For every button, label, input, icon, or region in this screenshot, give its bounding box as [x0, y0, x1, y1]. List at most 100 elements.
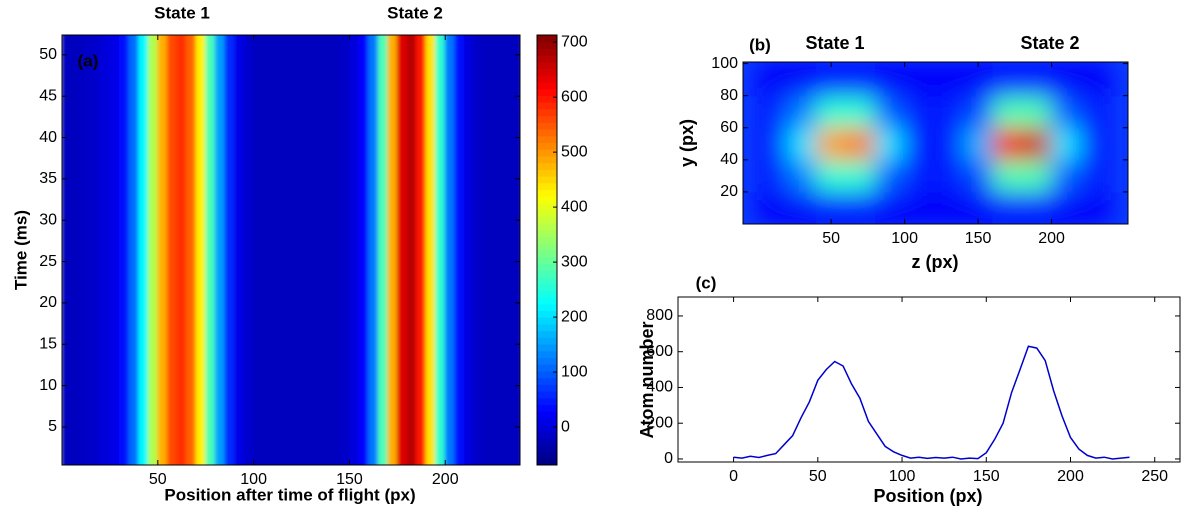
colorbar-swatch [537, 95, 557, 103]
panel-label: (a) [78, 51, 99, 70]
image-cell [933, 191, 964, 224]
colorbar-swatch [537, 108, 557, 117]
heatmap-column [473, 35, 485, 465]
heatmap-cells [62, 35, 520, 465]
y-tick-label: 10 [39, 377, 57, 394]
x-tick-label: 150 [973, 468, 1000, 485]
y-tick-label: 80 [720, 87, 738, 104]
heatmap-column [243, 35, 255, 465]
colorbar-swatch [537, 451, 557, 459]
heatmap-column [511, 35, 520, 465]
y-tick-label: 45 [39, 87, 57, 104]
image-cell [874, 159, 906, 193]
image-cell [757, 159, 788, 193]
heatmap-column [224, 35, 235, 465]
heatmap-column [320, 35, 331, 465]
colorbar-swatch [537, 330, 557, 338]
colorbar-swatch [537, 391, 557, 399]
image-cell [962, 159, 994, 193]
colorbar-frame [536, 34, 558, 466]
colorbar-swatch [537, 317, 557, 325]
state-label: State 1 [805, 33, 864, 53]
panel-label: (c) [696, 273, 717, 292]
colorbar-swatch [537, 209, 557, 217]
image-cell [992, 95, 1023, 129]
colorbar-tick-label: 0 [561, 418, 570, 435]
image-cell [1021, 127, 1053, 161]
image-cell [1021, 95, 1053, 129]
image-cell [1080, 63, 1111, 97]
y-tick-label: 30 [39, 211, 57, 228]
colorbar-swatch [537, 438, 557, 446]
y-tick-label: 20 [39, 294, 57, 311]
heatmap-column [176, 35, 188, 465]
image-cell [962, 63, 994, 97]
colorbar-swatch [537, 303, 557, 311]
heatmap-column [99, 35, 111, 465]
heatmap-column [118, 35, 130, 465]
colorbar-swatch [537, 61, 557, 70]
y-tick-label: 100 [711, 55, 738, 72]
heatmap-column [444, 35, 456, 465]
image-cell [874, 127, 906, 161]
image-cell [962, 191, 994, 224]
x-tick-label: 100 [889, 468, 916, 485]
heatmap-column [454, 35, 465, 465]
heatmap-column [329, 35, 341, 465]
state-label: State 2 [387, 3, 443, 22]
colorbar-swatch [537, 48, 557, 56]
image-cell [1080, 159, 1111, 193]
colorbar-swatch [537, 176, 557, 184]
colorbar-swatch [537, 149, 557, 157]
colorbar-swatch [537, 370, 557, 379]
overlay: 50 100 150 20051015202530354045500100200300… [39, 33, 1181, 488]
colorbar-swatch [537, 236, 557, 244]
image-cell [845, 191, 876, 224]
heatmap-column [281, 35, 293, 465]
colorbar-swatch [537, 276, 557, 285]
colorbar-swatch [537, 250, 557, 258]
image-cell [992, 63, 1023, 97]
image-cell [757, 191, 788, 224]
heatmap-column [186, 35, 197, 465]
image-cell [1051, 191, 1082, 224]
image-cell [904, 63, 935, 97]
x-tick-label: 0 [729, 468, 738, 485]
y-tick-label: 200 [646, 414, 673, 431]
image-cell [1051, 127, 1082, 161]
x-tick-label: 50 [149, 471, 167, 488]
image-cell [992, 191, 1023, 224]
colorbar-tick-label: 500 [561, 143, 588, 160]
heatmap-column [205, 35, 216, 465]
x-tick-label: 250 [1141, 468, 1168, 485]
heatmap-column [62, 35, 73, 465]
image-cell [815, 191, 847, 224]
image-cell [815, 159, 847, 193]
x-tick-label: 200 [432, 471, 459, 488]
image-cell [1051, 95, 1082, 129]
image-cell [933, 159, 964, 193]
image-cell [904, 191, 935, 224]
heatmap-column [425, 35, 437, 465]
image-cell [1021, 191, 1053, 224]
heatmap-column [483, 35, 494, 465]
colorbar-swatch [537, 431, 557, 439]
x-tick-label: 50 [809, 468, 827, 485]
image-b [743, 62, 1128, 224]
plot-frame [742, 61, 1129, 225]
colorbar-tick-label: 400 [561, 198, 588, 215]
image-cell [933, 63, 964, 97]
colorbar-swatch [537, 424, 557, 432]
colorbar-swatch [537, 122, 557, 130]
x-tick-label: 150 [336, 471, 363, 488]
y-tick-label: 60 [720, 119, 738, 136]
image-cell [786, 95, 817, 129]
y-tick-label: 600 [646, 343, 673, 360]
colorbar-swatch [537, 68, 557, 76]
colorbar-swatch [537, 364, 557, 372]
x-tick-label: 100 [891, 230, 918, 247]
colorbar-swatch [537, 189, 557, 197]
colorbar-swatch [537, 458, 557, 466]
heatmap-column [339, 35, 350, 465]
